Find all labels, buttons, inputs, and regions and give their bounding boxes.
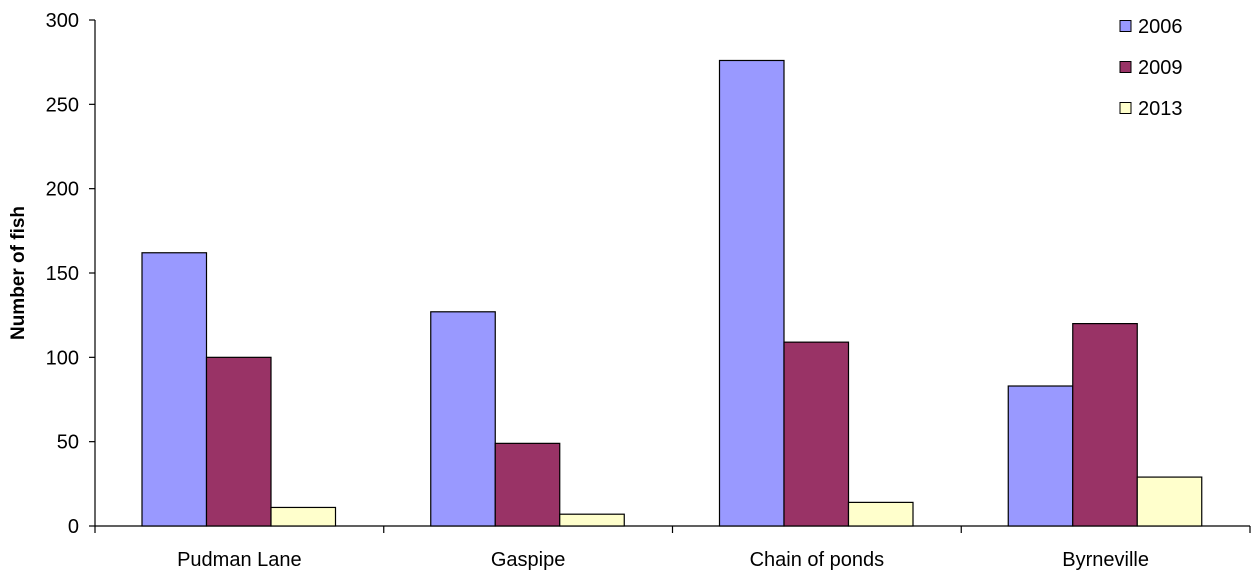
bar-2006-2 xyxy=(718,59,785,527)
bar-2009-2 xyxy=(783,341,850,527)
bar-2013-1 xyxy=(559,513,625,527)
bars xyxy=(141,59,1203,527)
legend-label-2009: 2009 xyxy=(1138,57,1183,79)
bar-2006-1 xyxy=(430,311,496,527)
bar-2006-3 xyxy=(1007,385,1074,527)
legend: 2006 2009 2013 xyxy=(1119,16,1183,120)
x-category-label: Gaspipe xyxy=(491,549,566,571)
y-tick-label: 0 xyxy=(68,516,79,538)
y-tick-label: 100 xyxy=(46,347,79,369)
axis-labels: 0 50 100 150 200 250 300 Pudman Lane Gaspipe Chai… xyxy=(46,10,1149,571)
y-tick-label: 50 xyxy=(57,432,79,454)
x-category-label: Chain of ponds xyxy=(750,549,885,571)
legend-swatch-2006 xyxy=(1119,20,1132,32)
bar-2009-0 xyxy=(205,356,272,527)
y-tick-label: 200 xyxy=(46,179,79,201)
legend-label-2006: 2006 xyxy=(1138,16,1183,38)
legend-swatch-2013 xyxy=(1119,102,1132,114)
x-category-label: Pudman Lane xyxy=(177,549,302,571)
bar-2006-0 xyxy=(141,252,208,527)
legend-label-2013: 2013 xyxy=(1138,98,1183,120)
legend-swatch-2009 xyxy=(1119,61,1132,73)
bar-2013-3 xyxy=(1136,476,1203,527)
bar-2013-2 xyxy=(847,501,914,527)
y-axis-title: Number of fish xyxy=(8,206,29,340)
bar-2013-0 xyxy=(270,506,337,527)
y-tick-label: 300 xyxy=(46,10,79,32)
x-category-label: Byrneville xyxy=(1062,549,1149,571)
bar-2009-3 xyxy=(1072,323,1138,527)
y-tick-label: 150 xyxy=(46,263,79,285)
bar-2009-1 xyxy=(494,442,561,527)
y-tick-label: 250 xyxy=(46,94,79,116)
